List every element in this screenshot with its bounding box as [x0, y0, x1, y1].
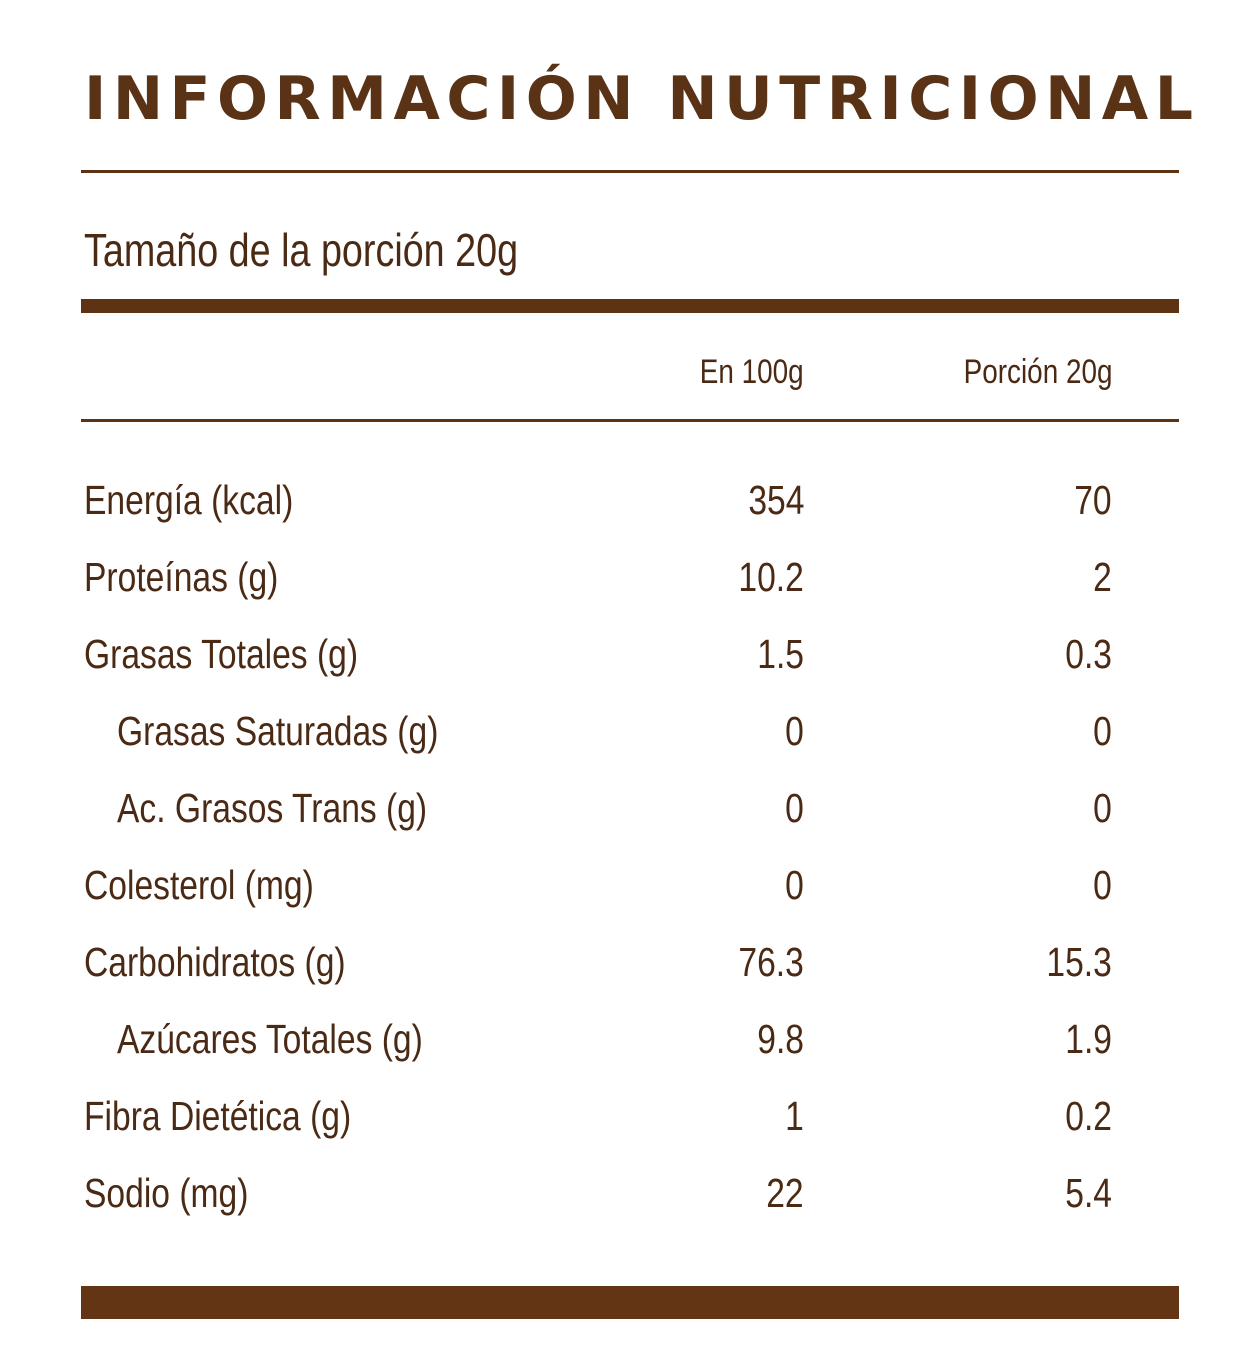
value-per100g: 1.5	[757, 631, 804, 677]
value-per100g: 76.3	[738, 939, 804, 985]
value-portion: 0.2	[1065, 1093, 1112, 1139]
nutrient-label: Proteínas (g)	[84, 554, 279, 600]
value-per100g: 10.2	[738, 554, 804, 600]
table-row: Sodio (mg) 22 5.4	[0, 1155, 1250, 1232]
divider-thick	[81, 299, 1179, 313]
value-portion: 0	[1093, 785, 1112, 831]
nutrient-label: Colesterol (mg)	[84, 862, 314, 908]
divider-bottom	[81, 1286, 1179, 1319]
value-per100g: 0	[785, 862, 804, 908]
value-portion: 2	[1093, 554, 1112, 600]
value-portion: 1.9	[1065, 1016, 1112, 1062]
page-title: INFORMACIÓN NUTRICIONAL	[84, 64, 1200, 134]
nutrition-table: Energía (kcal) 354 70 Proteínas (g) 10.2 2 Gra…	[0, 462, 1250, 1232]
value-portion: 0.3	[1065, 631, 1112, 677]
value-portion: 5.4	[1065, 1170, 1112, 1216]
nutrient-label: Grasas Totales (g)	[84, 631, 359, 677]
table-row: Carbohidratos (g) 76.3 15.3	[0, 924, 1250, 1001]
table-row: Grasas Saturadas (g) 0 0	[0, 693, 1250, 770]
value-per100g: 1	[785, 1093, 804, 1139]
value-portion: 0	[1093, 862, 1112, 908]
nutrient-label: Fibra Dietética (g)	[84, 1093, 352, 1139]
serving-size: Tamaño de la porción 20g	[84, 224, 519, 276]
value-per100g: 354	[747, 477, 804, 523]
column-header-per100g: En 100g	[700, 353, 804, 391]
value-portion: 15.3	[1046, 939, 1112, 985]
table-row: Fibra Dietética (g) 1 0.2	[0, 1078, 1250, 1155]
nutrient-label: Ac. Grasos Trans (g)	[117, 785, 428, 831]
value-portion: 0	[1093, 708, 1112, 754]
value-per100g: 22	[766, 1170, 804, 1216]
value-per100g: 0	[785, 708, 804, 754]
divider-header	[81, 419, 1179, 422]
nutrient-label: Energía (kcal)	[84, 477, 294, 523]
table-row: Energía (kcal) 354 70	[0, 462, 1250, 539]
nutrient-label: Azúcares Totales (g)	[117, 1016, 423, 1062]
table-row: Proteínas (g) 10.2 2	[0, 539, 1250, 616]
table-row: Ac. Grasos Trans (g) 0 0	[0, 770, 1250, 847]
column-header-portion: Porción 20g	[963, 353, 1112, 391]
table-row: Colesterol (mg) 0 0	[0, 847, 1250, 924]
nutrient-label: Grasas Saturadas (g)	[117, 708, 439, 754]
nutrient-label: Sodio (mg)	[84, 1170, 249, 1216]
value-per100g: 0	[785, 785, 804, 831]
value-portion: 70	[1074, 477, 1112, 523]
table-row: Grasas Totales (g) 1.5 0.3	[0, 616, 1250, 693]
value-per100g: 9.8	[757, 1016, 804, 1062]
nutrient-label: Carbohidratos (g)	[84, 939, 346, 985]
divider-top	[81, 170, 1179, 173]
table-row: Azúcares Totales (g) 9.8 1.9	[0, 1001, 1250, 1078]
